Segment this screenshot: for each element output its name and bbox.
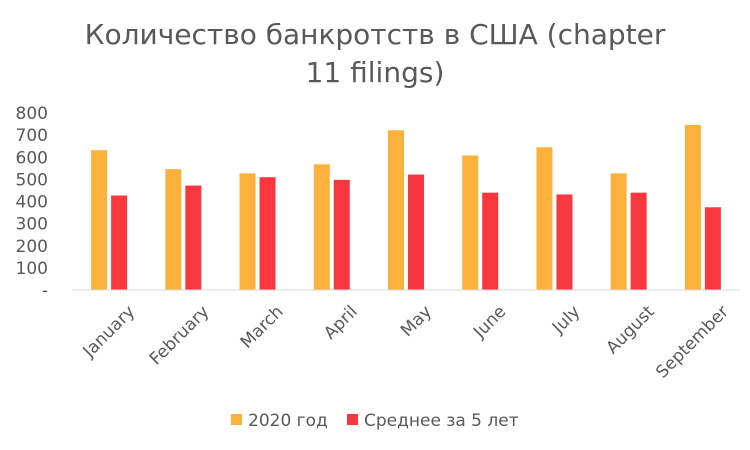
bar-2020 (462, 155, 479, 290)
x-tick-label: June (469, 302, 510, 343)
x-axis: January February March April May June July Augu… (79, 302, 733, 383)
bar-2020 (610, 173, 627, 290)
x-tick-label: May (397, 302, 436, 341)
x-tick-label: January (79, 302, 139, 362)
bar-5yr-avg (408, 174, 424, 290)
bar-5yr-avg (259, 177, 276, 290)
y-tick-label: - (42, 281, 48, 301)
chart-title-line-2: 11 filings) (306, 56, 445, 89)
legend-label-avg: Среднее за 5 лет (364, 411, 519, 431)
bar-5yr-avg (556, 194, 573, 290)
y-tick-label: 200 (16, 237, 48, 257)
bar-2020 (239, 173, 256, 290)
bar-2020 (165, 169, 182, 290)
bar-2020 (91, 150, 108, 290)
y-tick-label: 700 (16, 126, 48, 146)
x-tick-label: July (548, 302, 584, 338)
y-tick-label: 300 (16, 215, 48, 235)
bar-2020 (388, 130, 404, 290)
legend-swatch-2020 (231, 414, 242, 425)
y-tick-label: 800 (16, 104, 48, 124)
x-tick-label: September (652, 302, 733, 383)
bar-5yr-avg (630, 192, 647, 290)
x-tick-label: February (146, 302, 213, 369)
chart-title-line-1: Количество банкротств в США (chapter (85, 18, 666, 51)
legend-swatch-avg (347, 414, 358, 425)
bar-2020 (684, 124, 701, 290)
y-tick-label: 400 (16, 193, 48, 213)
legend: 2020 год Среднее за 5 лет (231, 411, 519, 431)
bar-5yr-avg (333, 179, 350, 290)
bars-group (91, 124, 721, 290)
y-tick-label: 600 (16, 148, 48, 168)
bar-5yr-avg (185, 185, 202, 290)
bar-2020 (536, 147, 553, 290)
y-tick-label: 100 (16, 259, 48, 279)
legend-label-2020: 2020 год (248, 411, 328, 431)
x-tick-label: March (237, 302, 288, 353)
bar-5yr-avg (704, 207, 721, 290)
x-tick-label: August (602, 302, 658, 358)
bar-5yr-avg (482, 192, 499, 290)
bar-5yr-avg (111, 195, 128, 290)
x-tick-label: April (320, 302, 362, 344)
bar-2020 (313, 164, 330, 290)
y-tick-label: 500 (16, 170, 48, 190)
